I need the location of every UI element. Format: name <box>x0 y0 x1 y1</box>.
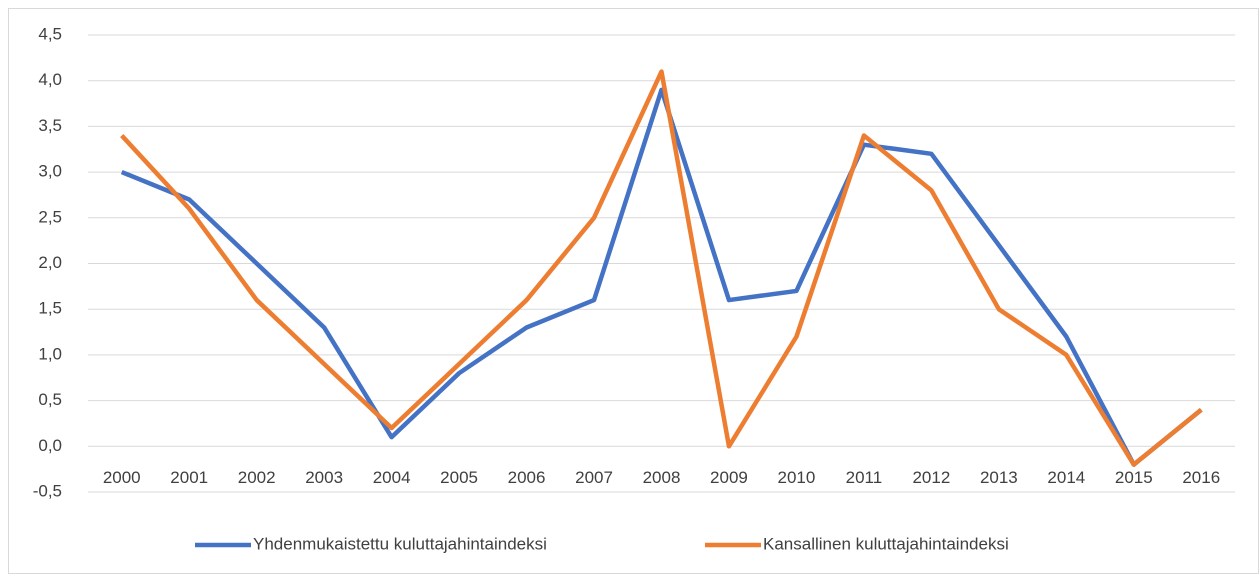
x-tick-label: 2003 <box>305 468 343 487</box>
y-tick-label: 4,0 <box>38 70 62 89</box>
series-line <box>120 87 1203 467</box>
legend-label: Kansallinen kuluttajahintaindeksi <box>763 534 1009 553</box>
x-tick-label: 2001 <box>170 468 208 487</box>
chart-border <box>8 8 1259 574</box>
x-tick-label: 2016 <box>1182 468 1220 487</box>
y-tick-label: 0,5 <box>38 390 62 409</box>
x-tick-label: 2014 <box>1047 468 1085 487</box>
x-tick-label: 2012 <box>912 468 950 487</box>
y-tick-label: 0,0 <box>38 436 62 455</box>
x-tick-label: 2006 <box>508 468 546 487</box>
y-tick-label: 1,0 <box>38 344 62 363</box>
x-tick-label: 2007 <box>575 468 613 487</box>
x-tick-label: 2010 <box>778 468 816 487</box>
y-tick-label: 2,0 <box>38 253 62 272</box>
y-tick-label: 3,5 <box>38 116 62 135</box>
y-tick-label: -0,5 <box>33 481 62 500</box>
series-line <box>120 69 1203 467</box>
y-tick-label: 2,5 <box>38 207 62 226</box>
x-tick-label: 2011 <box>846 468 883 487</box>
x-tick-label: 2005 <box>440 468 478 487</box>
x-tick-label: 2008 <box>643 468 681 487</box>
legend-label: Yhdenmukaistettu kuluttajahintaindeksi <box>253 534 547 553</box>
x-tick-label: 2002 <box>238 468 276 487</box>
x-tick-label: 2013 <box>980 468 1018 487</box>
x-tick-label: 2004 <box>373 468 411 487</box>
y-tick-label: 3,0 <box>38 162 62 181</box>
y-tick-label: 1,5 <box>38 299 62 318</box>
y-tick-label: 4,5 <box>38 24 62 43</box>
x-tick-label: 2000 <box>103 468 141 487</box>
x-tick-label: 2015 <box>1115 468 1153 487</box>
x-tick-label: 2009 <box>710 468 748 487</box>
